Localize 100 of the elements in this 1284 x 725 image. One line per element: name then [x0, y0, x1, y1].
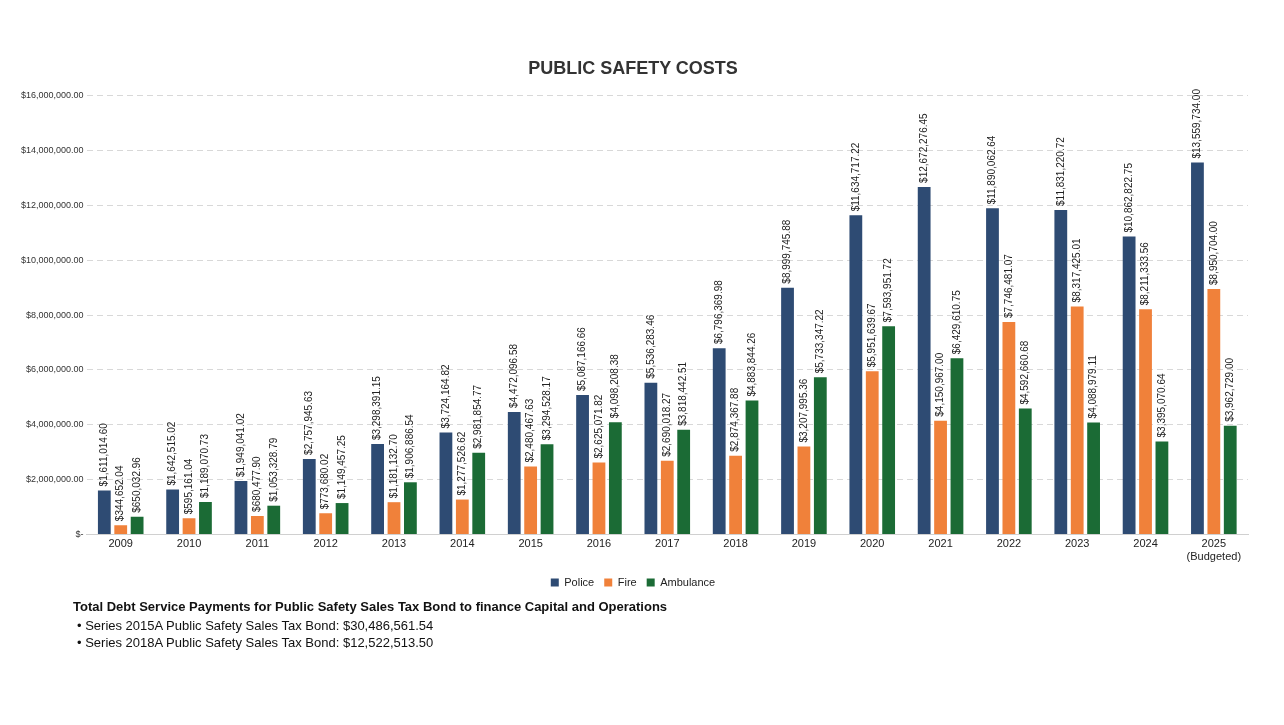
data-label: $4,472,096.58	[507, 343, 519, 408]
bar	[986, 208, 999, 535]
text: • Series 2018A Public Safety Sales Tax Bond: $12,522,513.50	[76, 634, 435, 651]
x-tick-label: 2016	[586, 537, 612, 550]
data-label: $1,906,886.54	[404, 413, 416, 479]
data-label: $344,652.04	[114, 465, 126, 522]
x-tick-label: 2021	[928, 537, 953, 550]
data-label: $1,189,070.73	[199, 433, 211, 498]
data-label: $1,611,014.60	[98, 422, 110, 487]
bar	[507, 411, 521, 535]
data-label: $1,642,515.02	[166, 421, 178, 486]
data-label: $11,634,717.22	[849, 142, 861, 212]
y-tick-label: $4,000,000.00	[26, 419, 84, 430]
data-label: $3,207,995.36	[797, 378, 809, 443]
data-label: $6,796,369.98	[712, 279, 724, 345]
data-label: $680,477.90	[251, 455, 263, 512]
data-label: $1,181,132.70	[387, 433, 399, 499]
bar	[934, 420, 947, 535]
data-label: $2,690,018.27	[661, 392, 673, 457]
bar	[97, 490, 111, 535]
bar	[166, 489, 180, 535]
y-tick-label: $10,000,000.00	[21, 254, 84, 265]
bar	[849, 215, 863, 535]
bar	[199, 501, 212, 535]
bar	[1155, 441, 1169, 535]
bar	[677, 429, 691, 535]
bar	[1223, 425, 1237, 535]
bar	[950, 358, 964, 535]
y-tick-label: $2,000,000.00	[26, 474, 84, 485]
text: Total Debt Service Payments for Public Safety Sales Tax Bond to finance Capital and Operations	[73, 598, 669, 615]
data-label: $4,150,967.00	[934, 352, 946, 417]
bar	[540, 444, 554, 535]
x-tick-label: 2012	[313, 537, 338, 550]
x-tick-label: 2015	[518, 537, 543, 550]
legend-label: Ambulance	[660, 575, 716, 588]
bar	[234, 481, 248, 535]
data-label: $2,625,071.82	[592, 394, 604, 459]
bar	[865, 371, 879, 535]
x-tick-label: 2024	[1133, 537, 1158, 550]
data-label: $3,395,070.64	[1155, 373, 1167, 438]
bar	[319, 513, 333, 535]
data-label: $1,949,041.02	[234, 412, 246, 478]
data-label: $5,951,639.67	[865, 302, 877, 368]
bar	[439, 432, 453, 535]
bar	[745, 400, 759, 535]
data-label: $7,746,481.07	[1002, 253, 1014, 319]
bar	[592, 462, 606, 535]
data-label: $4,098,208.38	[609, 353, 621, 419]
y-tick-label: $-	[75, 529, 84, 540]
bar	[1122, 236, 1136, 535]
bar	[1139, 309, 1152, 535]
bar	[917, 186, 931, 535]
bar	[1018, 408, 1032, 535]
bar	[267, 505, 281, 535]
bar	[1191, 162, 1204, 535]
bar	[1070, 306, 1084, 535]
x-tick-label: 2018	[723, 537, 748, 550]
bar	[130, 516, 144, 535]
data-label: $8,211,333.56	[1139, 241, 1151, 306]
data-label: $2,757,945.63	[303, 390, 315, 455]
data-label: $8,317,425.01	[1070, 238, 1082, 303]
data-label: $4,088,979.11	[1087, 354, 1099, 419]
text: • Series 2015A Public Safety Sales Tax Bond: $30,486,561.54	[76, 617, 435, 634]
chart-title: PUBLIC SAFETY COSTS	[528, 57, 738, 78]
bar	[781, 287, 794, 535]
x-tick-label: 2023	[1064, 537, 1090, 550]
x-tick-label: 2022	[996, 537, 1022, 550]
x-tick-label: 2010	[176, 537, 202, 550]
data-label: $7,593,951.72	[882, 257, 894, 323]
legend-label: Fire	[617, 575, 637, 588]
bar	[371, 444, 384, 535]
y-tick-label: $6,000,000.00	[26, 364, 84, 375]
legend-label: Police	[564, 575, 595, 588]
data-label: $11,831,220.72	[1054, 136, 1066, 206]
bar	[660, 460, 674, 535]
bar	[182, 518, 196, 535]
data-label: $5,536,283.46	[644, 314, 656, 379]
x-tick-label: 2019	[791, 537, 817, 550]
data-label: $3,298,391.15	[371, 375, 383, 441]
data-label: $773,680.02	[319, 453, 331, 510]
bar	[576, 395, 589, 535]
data-label: $8,999,745.88	[781, 219, 793, 284]
data-label: $8,950,704.00	[1207, 220, 1219, 286]
data-label: $5,733,347.22	[814, 308, 826, 374]
bar	[387, 502, 401, 535]
data-label: $4,883,844.26	[745, 332, 757, 397]
data-label: $1,053,328.79	[267, 437, 279, 502]
bar	[472, 452, 486, 535]
data-label: $3,962,729.00	[1223, 357, 1235, 422]
x-tick-label: 2011	[245, 537, 270, 550]
bar	[404, 482, 417, 535]
bar	[302, 458, 316, 535]
data-label: $11,890,062.64	[986, 135, 998, 205]
x-tick-label: 2014	[450, 537, 475, 550]
data-label: $4,592,660.68	[1019, 340, 1031, 405]
data-label: $3,294,528.17	[540, 375, 552, 441]
data-label: $595,161.04	[182, 458, 194, 515]
bar	[608, 422, 622, 535]
bar	[712, 348, 726, 535]
data-label: $1,277,526.62	[456, 431, 468, 496]
